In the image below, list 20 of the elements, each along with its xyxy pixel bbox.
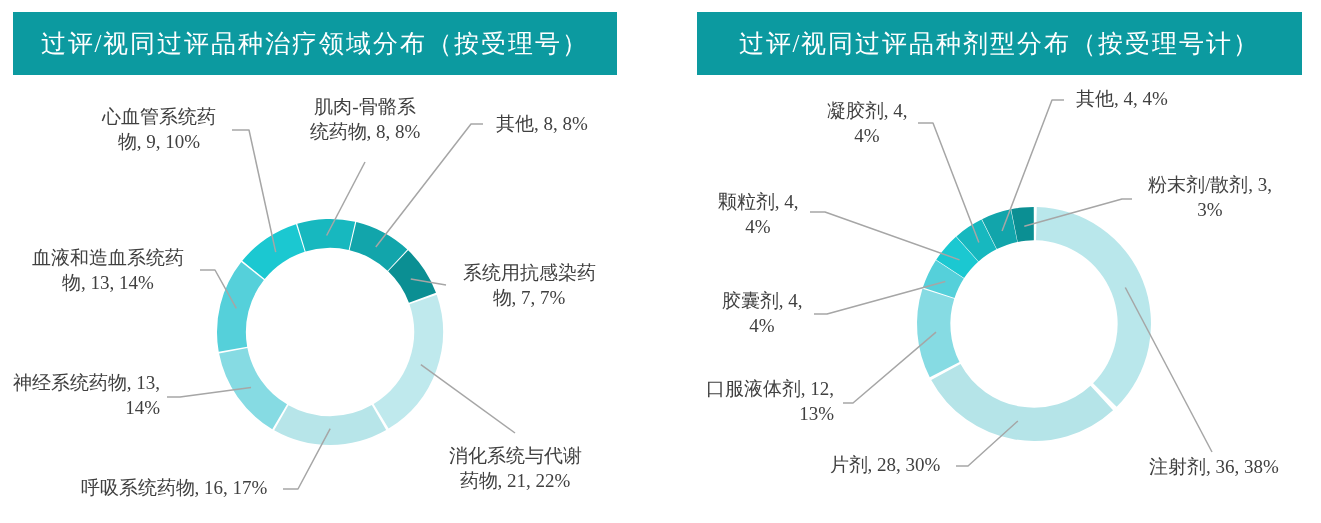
chart-title: 过评/视同过评品种治疗领域分布（按受理号）	[40, 29, 590, 59]
slice-label: 胶囊剂, 4, 4%	[721, 290, 803, 337]
slice-label: 粉末剂/散剂, 3, 3%	[1147, 174, 1273, 221]
slice-label: 凝胶剂, 4, 4%	[826, 100, 908, 147]
slice-label: 片剂, 28, 30%	[829, 453, 941, 475]
slice-label: 口服液体剂, 12, 13%	[705, 378, 835, 425]
slice-label: 呼吸系统药物, 16, 17%	[80, 476, 268, 498]
slice-label: 系统用抗感染药物, 7, 7%	[462, 262, 596, 309]
slice-label: 肌肉-骨骼系统药物, 8, 8%	[309, 96, 421, 143]
chart-title: 过评/视同过评品种剂型分布（按受理号计）	[738, 29, 1261, 59]
slice-label: 其他, 4, 4%	[1076, 87, 1169, 109]
slice-label: 心血管系统药物, 9, 10%	[101, 106, 216, 153]
slice-label: 颗粒剂, 4, 4%	[717, 191, 799, 238]
header-banner: 过评/视同过评品种治疗领域分布（按受理号）	[13, 12, 617, 75]
slice-label: 神经系统药物, 13, 14%	[12, 372, 161, 419]
slice-label: 注射剂, 36, 38%	[1149, 455, 1280, 477]
slice-label: 血液和造血系统药物, 13, 14%	[32, 247, 184, 294]
slice-label: 消化系统与代谢药物, 21, 22%	[448, 445, 582, 492]
header-banner: 过评/视同过评品种剂型分布（按受理号计）	[697, 12, 1302, 75]
slice-label: 其他, 8, 8%	[496, 112, 589, 134]
